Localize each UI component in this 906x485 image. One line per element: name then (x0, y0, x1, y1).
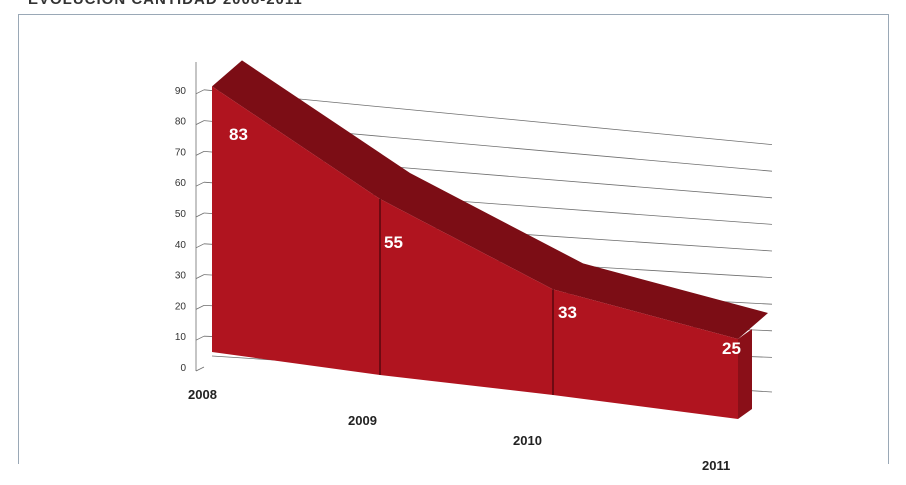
y-tick-mark (195, 151, 205, 156)
y-tick-label: 0 (180, 363, 186, 374)
area-top-face (212, 60, 768, 340)
y-tick-label: 40 (175, 240, 187, 251)
y-tick-mark (195, 366, 205, 372)
chart-frame (18, 14, 889, 464)
area-series (212, 60, 768, 419)
data-label: 33 (558, 303, 577, 322)
y-tick-label: 20 (175, 301, 187, 312)
y-tick-mark (195, 305, 205, 310)
y-tick-mark (195, 274, 205, 279)
y-axis: 0 10 20 30 40 50 60 70 80 90 (175, 62, 197, 374)
data-label: 55 (384, 233, 403, 252)
y-tick-mark (195, 212, 205, 218)
y-tick-mark (195, 243, 205, 249)
chart-title: EVOLUCIÓN CANTIDAD 2008-2011 (28, 0, 303, 9)
y-tick-mark (195, 120, 205, 125)
x-tick-label: 2008 (188, 387, 217, 402)
y-tick-mark (195, 181, 205, 187)
y-tick-label: 50 (175, 209, 187, 220)
y-tick-label: 80 (175, 117, 187, 128)
x-axis: 2008 2009 2010 2011 (188, 387, 730, 473)
area-segment-2008-2009 (212, 86, 380, 376)
y-tick-label: 60 (175, 178, 187, 189)
area-segment-2009-2010 (380, 199, 553, 395)
data-labels: 83 55 33 25 (229, 125, 741, 358)
y-tick-label: 90 (175, 86, 187, 97)
x-tick-label: 2011 (702, 458, 730, 473)
y-tick-label: 70 (175, 147, 187, 158)
y-tick-label: 30 (175, 271, 187, 282)
y-tick-mark (195, 335, 205, 341)
data-label: 83 (229, 125, 248, 144)
area-segment-2010-2011 (553, 289, 738, 419)
area-side-face (738, 329, 752, 419)
y-tick-label: 10 (175, 332, 187, 343)
y-tick-mark (195, 89, 205, 95)
data-label: 25 (722, 339, 741, 358)
x-tick-label: 2009 (348, 413, 377, 428)
x-tick-label: 2010 (513, 433, 542, 448)
